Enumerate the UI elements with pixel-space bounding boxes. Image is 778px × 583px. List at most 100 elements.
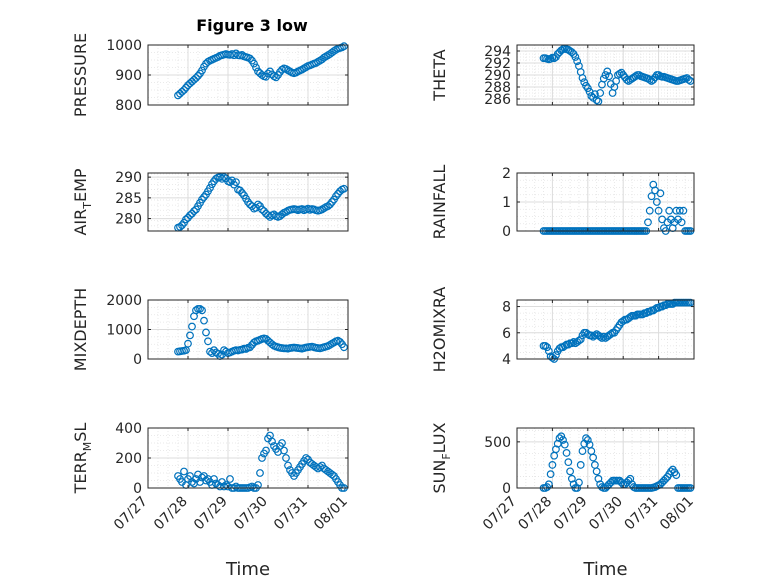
plot-area bbox=[517, 300, 694, 359]
data-point bbox=[206, 184, 214, 192]
data-point bbox=[272, 73, 280, 82]
data-point bbox=[667, 467, 675, 476]
data-point bbox=[622, 75, 631, 84]
data-point bbox=[552, 351, 560, 359]
data-point bbox=[644, 218, 652, 227]
x-tick-label: 08/01 bbox=[311, 494, 351, 534]
data-point bbox=[661, 301, 670, 310]
data-point bbox=[334, 189, 342, 198]
data-point bbox=[578, 447, 587, 455]
data-point bbox=[567, 339, 576, 348]
data-point bbox=[576, 461, 585, 469]
data-point bbox=[182, 83, 190, 92]
data-point bbox=[546, 54, 555, 63]
data-point bbox=[278, 439, 286, 447]
y-tick-label: 400 bbox=[115, 421, 142, 437]
data-point bbox=[652, 198, 661, 206]
data-point bbox=[246, 200, 254, 209]
axes-air_temp: 280 285 290 AIRTEMP bbox=[71, 168, 349, 236]
x-axis-label: Time bbox=[582, 559, 627, 580]
data-point bbox=[332, 192, 340, 201]
data-point bbox=[182, 215, 190, 224]
data-point bbox=[677, 218, 686, 227]
data-point bbox=[192, 306, 200, 315]
x-tick-label: 07/28 bbox=[151, 494, 191, 534]
data-point bbox=[244, 198, 252, 206]
x-tick-label: 07/28 bbox=[515, 494, 555, 534]
data-point bbox=[214, 349, 222, 358]
figure-title: Figure 3 low bbox=[196, 16, 308, 35]
data-point bbox=[544, 347, 553, 356]
x-axis-label: Time bbox=[225, 559, 270, 580]
y-axis-label: MIXDEPTH bbox=[71, 288, 90, 371]
x-tick-label: 07/29 bbox=[191, 494, 231, 534]
x-tick-label: 07/31 bbox=[622, 494, 662, 534]
y-axis-label: RAINFALL bbox=[430, 165, 449, 240]
y-tick-label: 0 bbox=[133, 352, 142, 368]
data-point bbox=[198, 306, 206, 315]
data-point bbox=[541, 341, 550, 350]
x-tick-label: 07/30 bbox=[231, 494, 271, 534]
data-point bbox=[564, 458, 573, 467]
data-point bbox=[589, 453, 598, 462]
x-tick-label: 07/27 bbox=[480, 494, 520, 534]
data-point bbox=[278, 210, 286, 219]
y-axis-label: PRESSURE bbox=[71, 33, 90, 117]
y-tick-label: 288 bbox=[484, 80, 511, 96]
data-point bbox=[543, 343, 551, 352]
y-tick-label: 800 bbox=[115, 98, 142, 114]
data-point bbox=[340, 42, 348, 51]
y-tick-label: 900 bbox=[115, 68, 142, 84]
data-point bbox=[583, 436, 592, 444]
y-axis-label: THETA bbox=[430, 49, 449, 101]
x-tick-label: 07/29 bbox=[551, 494, 591, 534]
data-point bbox=[190, 207, 198, 216]
data-point bbox=[583, 84, 592, 93]
data-point bbox=[675, 206, 684, 215]
data-point bbox=[573, 57, 582, 66]
data-point bbox=[178, 221, 186, 230]
data-point bbox=[562, 449, 571, 457]
data-point bbox=[578, 74, 587, 82]
data-point bbox=[566, 467, 574, 476]
data-point bbox=[200, 316, 208, 325]
data-point bbox=[656, 189, 665, 198]
data-point bbox=[194, 71, 202, 80]
data-point bbox=[250, 59, 258, 68]
data-point bbox=[184, 213, 192, 222]
data-point bbox=[598, 334, 606, 342]
y-tick-label: 1 bbox=[502, 195, 511, 211]
data-point bbox=[592, 96, 601, 105]
data-point bbox=[605, 72, 613, 81]
data-point bbox=[326, 200, 334, 209]
data-point bbox=[567, 474, 576, 483]
data-point bbox=[226, 178, 234, 187]
data-point bbox=[198, 195, 206, 204]
data-point bbox=[557, 432, 566, 441]
data-point bbox=[631, 311, 640, 320]
data-point bbox=[258, 454, 266, 462]
data-point bbox=[252, 63, 260, 72]
data-point bbox=[582, 434, 590, 443]
data-point bbox=[590, 331, 599, 340]
data-point bbox=[280, 446, 288, 455]
data-point bbox=[186, 331, 194, 340]
data-point bbox=[202, 328, 210, 337]
axes-box bbox=[147, 172, 349, 232]
x-tick-label: 07/27 bbox=[111, 494, 151, 534]
data-point bbox=[246, 343, 254, 352]
data-point bbox=[576, 335, 585, 344]
data-point bbox=[222, 347, 230, 356]
data-point bbox=[592, 467, 601, 476]
data-point bbox=[282, 454, 290, 462]
y-tick-label: 0 bbox=[502, 224, 511, 240]
y-tick-label: 1000 bbox=[106, 38, 142, 54]
data-point bbox=[548, 461, 557, 469]
data-point bbox=[645, 206, 654, 215]
data-point bbox=[198, 66, 206, 75]
y-tick-label: 290 bbox=[115, 170, 142, 186]
axes-terr_msl: 0 200 400 07/27 07/28 07/29 07/30 07/31 08/01 Tim… bbox=[71, 421, 351, 580]
data-point bbox=[679, 206, 688, 215]
